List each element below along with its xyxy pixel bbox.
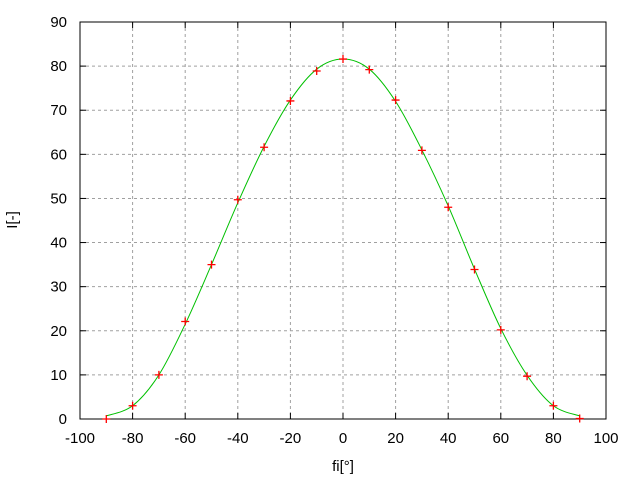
ticks: -100 -80 -60 -40 -20 0 20 40 60 80 100 0 10 20 30 40 50 6…: [50, 14, 618, 447]
x-tick-label: -60: [174, 430, 196, 447]
data-point: [207, 260, 216, 269]
x-axis-label: fi[°]: [332, 458, 354, 475]
x-tick-label: 60: [492, 430, 509, 447]
data-point: [470, 265, 479, 274]
x-tick-label: -20: [280, 430, 302, 447]
x-tick-label: 80: [545, 430, 562, 447]
y-tick-label: 30: [50, 279, 67, 296]
data-point: [444, 203, 453, 212]
y-tick-label: 90: [50, 14, 67, 31]
data-point: [128, 401, 137, 410]
x-tick-label: 0: [339, 430, 347, 447]
data-point: [286, 96, 295, 105]
data-point: [391, 96, 400, 105]
data-point: [365, 65, 374, 74]
x-tick-label: -100: [65, 430, 95, 447]
series: [102, 55, 584, 423]
y-tick-label: 0: [59, 411, 67, 428]
data-point: [417, 146, 426, 155]
plot-border: [79, 21, 607, 420]
y-tick-label: 50: [50, 190, 67, 207]
y-tick-label: 40: [50, 235, 67, 252]
y-tick-label: 70: [50, 102, 67, 119]
y-tick-label: 20: [50, 323, 67, 340]
y-axis-label: I[-]: [4, 211, 21, 229]
data-point: [154, 370, 163, 379]
data-point: [575, 414, 584, 423]
data-point: [260, 143, 269, 152]
data-point: [312, 66, 321, 75]
data-point: [181, 317, 190, 326]
y-tick-label: 80: [50, 58, 67, 75]
data-point: [549, 401, 558, 410]
data-point: [339, 55, 347, 64]
y-tick-label: 60: [50, 146, 67, 163]
y-tick-label: 10: [50, 367, 67, 384]
data-point: [233, 195, 242, 204]
data-point: [496, 325, 505, 334]
grid: [80, 22, 606, 419]
x-tick-label: 20: [387, 430, 404, 447]
data-point: [102, 415, 111, 423]
x-tick-label: 40: [440, 430, 457, 447]
x-tick-label: -40: [227, 430, 249, 447]
x-tick-label: -80: [122, 430, 144, 447]
data-point: [523, 372, 532, 381]
x-tick-label: 100: [593, 430, 618, 447]
